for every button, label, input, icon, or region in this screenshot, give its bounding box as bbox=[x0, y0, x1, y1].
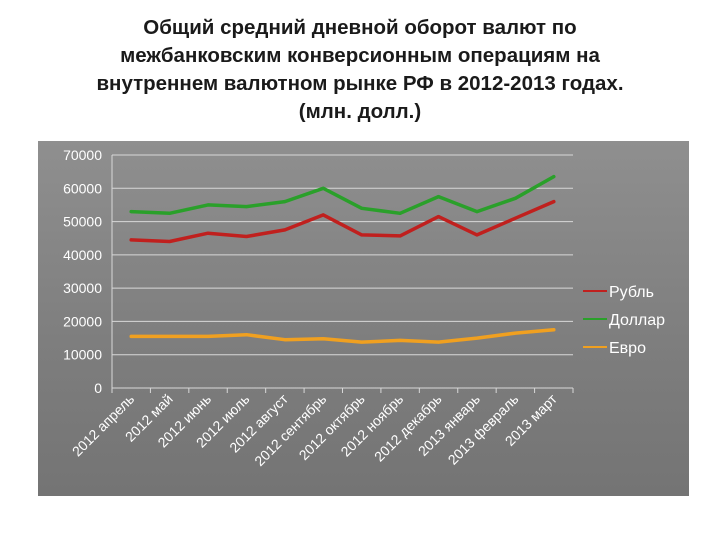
y-tick-label: 10000 bbox=[63, 347, 102, 363]
data-point bbox=[168, 211, 172, 215]
gridlines bbox=[112, 154, 573, 356]
chart-title-line: (млн. долл.) bbox=[298, 100, 422, 123]
data-point bbox=[244, 205, 248, 209]
series-line-0 bbox=[129, 199, 556, 244]
data-point bbox=[244, 235, 248, 239]
data-point bbox=[244, 333, 248, 337]
line-chart: 70000 60000 50000 40000 30000 20000 10000 0 201… bbox=[63, 147, 665, 469]
data-point bbox=[513, 331, 517, 335]
data-point bbox=[129, 210, 133, 214]
data-point bbox=[206, 231, 210, 235]
series-line-1 bbox=[129, 174, 556, 216]
legend-label: Рубль bbox=[609, 284, 654, 301]
axes bbox=[111, 155, 574, 393]
data-point bbox=[206, 203, 210, 207]
chart-panel: 70000 60000 50000 40000 30000 20000 10000 0 201… bbox=[38, 141, 689, 496]
legend: Рубль Доллар Евро bbox=[583, 284, 665, 357]
y-tick-label: 40000 bbox=[63, 247, 102, 263]
data-point bbox=[398, 338, 402, 342]
data-point bbox=[283, 200, 287, 204]
data-point bbox=[360, 233, 364, 237]
y-tick-label: 60000 bbox=[63, 180, 102, 196]
y-tick-labels: 70000 60000 50000 40000 30000 20000 10000 0 bbox=[63, 147, 102, 396]
data-point bbox=[283, 228, 287, 232]
legend-label: Доллар bbox=[609, 312, 665, 329]
data-point bbox=[475, 336, 479, 340]
data-point bbox=[475, 233, 479, 237]
chart-title-line: внутреннем валютном рынке РФ в 2012-2013… bbox=[96, 72, 624, 95]
data-point bbox=[552, 200, 556, 204]
chart-title-line: Общий средний дневной оборот валют по bbox=[143, 16, 577, 39]
data-point bbox=[168, 334, 172, 338]
data-point bbox=[283, 338, 287, 342]
data-point bbox=[437, 215, 441, 219]
data-point bbox=[321, 186, 325, 190]
data-point bbox=[437, 195, 441, 199]
data-point bbox=[552, 328, 556, 332]
chart-title-line: межбанковским конверсионным операциям на bbox=[120, 44, 600, 67]
series-lines bbox=[129, 174, 556, 344]
data-point bbox=[552, 175, 556, 179]
legend-label: Евро bbox=[609, 340, 646, 357]
series-line-2 bbox=[129, 328, 556, 344]
data-point bbox=[437, 340, 441, 344]
y-tick-label: 0 bbox=[94, 380, 102, 396]
data-point bbox=[168, 240, 172, 244]
data-point bbox=[398, 211, 402, 215]
data-point bbox=[129, 238, 133, 242]
data-point bbox=[206, 334, 210, 338]
data-point bbox=[513, 196, 517, 200]
y-tick-label: 50000 bbox=[63, 214, 102, 230]
data-point bbox=[129, 334, 133, 338]
data-point bbox=[475, 210, 479, 214]
data-point bbox=[513, 216, 517, 220]
y-tick-label: 30000 bbox=[63, 280, 102, 296]
data-point bbox=[321, 337, 325, 341]
data-point bbox=[398, 234, 402, 238]
data-point bbox=[360, 206, 364, 210]
data-point bbox=[321, 213, 325, 217]
data-point bbox=[360, 340, 364, 344]
y-tick-label: 70000 bbox=[63, 147, 102, 163]
chart-title: Общий средний дневной оборот валют по ме… bbox=[40, 14, 680, 126]
y-tick-label: 20000 bbox=[63, 313, 102, 329]
x-tick-label: 2012 апрель bbox=[69, 391, 138, 460]
